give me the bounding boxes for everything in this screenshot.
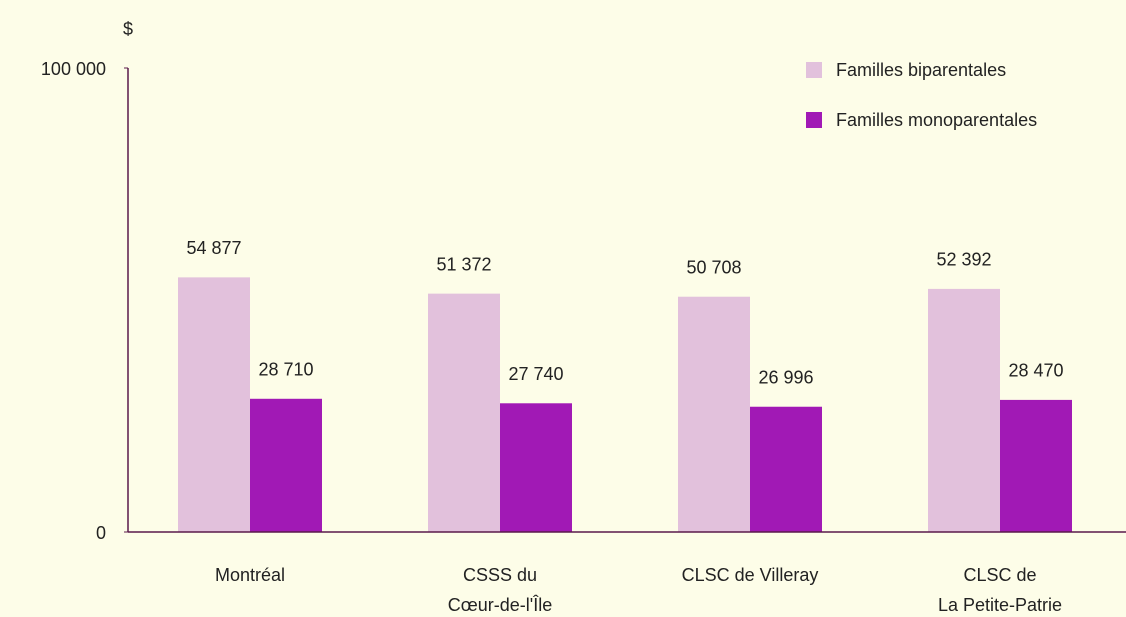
data-label: 27 740 — [508, 364, 563, 384]
legend-swatch — [806, 112, 822, 128]
bar — [750, 406, 822, 532]
x-tick-label: Cœur-de-l'Île — [448, 595, 552, 615]
data-label: 50 708 — [686, 257, 741, 277]
bar — [1000, 399, 1072, 532]
bar — [250, 398, 322, 532]
bar — [428, 293, 500, 532]
bar — [178, 277, 250, 532]
x-tick-label: CLSC de — [963, 565, 1036, 585]
data-label: 26 996 — [758, 367, 813, 387]
data-label: 28 470 — [1008, 361, 1063, 381]
y-unit: $ — [123, 19, 133, 39]
bar — [678, 296, 750, 532]
x-tick-label: CSSS du — [463, 565, 537, 585]
legend-label: Familles monoparentales — [836, 110, 1037, 130]
y-tick-label: 0 — [96, 523, 106, 543]
bar — [928, 288, 1000, 532]
x-tick-label: Montréal — [215, 565, 285, 585]
data-label: 52 392 — [936, 250, 991, 270]
bar — [500, 403, 572, 532]
x-tick-label: CLSC de Villeray — [682, 565, 819, 585]
x-tick-label: La Petite-Patrie — [938, 595, 1062, 615]
data-label: 51 372 — [436, 254, 491, 274]
data-label: 54 877 — [186, 238, 241, 258]
legend-swatch — [806, 62, 822, 78]
y-tick-label: 100 000 — [41, 59, 106, 79]
legend-label: Familles biparentales — [836, 60, 1006, 80]
data-label: 28 710 — [258, 360, 313, 380]
